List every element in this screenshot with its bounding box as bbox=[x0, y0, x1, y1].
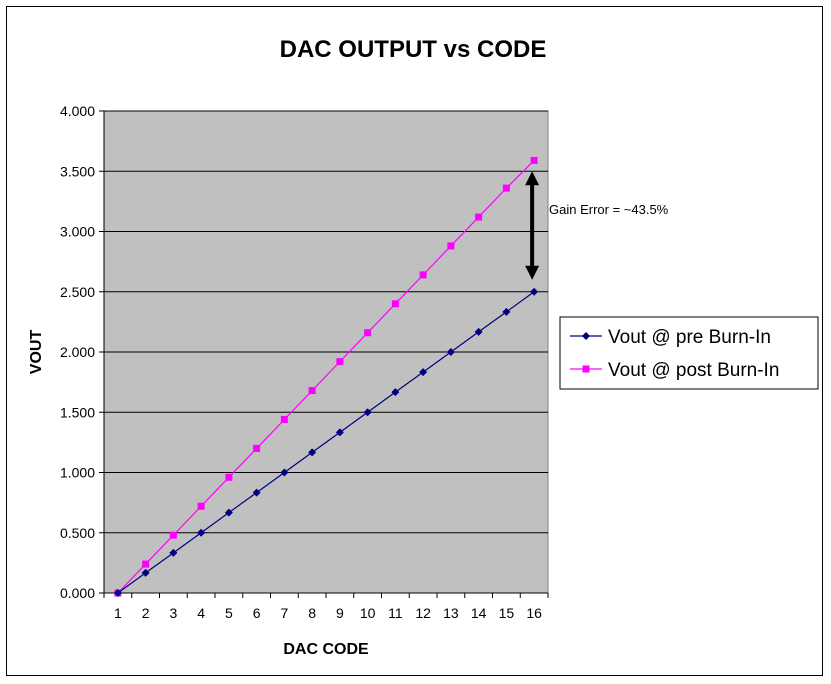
legend-marker bbox=[582, 365, 590, 373]
y-tick-label: 1.500 bbox=[60, 404, 95, 420]
x-tick-label: 2 bbox=[142, 605, 150, 621]
data-point bbox=[225, 473, 233, 481]
data-point bbox=[142, 560, 150, 568]
data-point bbox=[308, 387, 316, 395]
axes bbox=[103, 111, 548, 594]
data-point bbox=[446, 348, 455, 356]
x-tick-label: 3 bbox=[169, 605, 177, 621]
series-pre-burn-in bbox=[113, 287, 539, 597]
data-point bbox=[391, 300, 399, 308]
data-point bbox=[391, 388, 400, 397]
data-point bbox=[475, 213, 483, 221]
legend-label: Vout @ pre Burn-In bbox=[608, 327, 771, 348]
x-tick-label: 12 bbox=[415, 605, 431, 621]
y-axis-ticks: 0.000 0.500 1.000 1.500 2.000 2.500 3.000 3.500… bbox=[60, 103, 104, 601]
x-tick-label: 7 bbox=[280, 605, 288, 621]
legend-box bbox=[559, 316, 819, 390]
x-tick-label: 6 bbox=[253, 605, 261, 621]
y-tick-label: 2.500 bbox=[60, 284, 95, 300]
data-point bbox=[308, 448, 317, 457]
gain-error-arrowhead-down bbox=[525, 265, 540, 280]
data-point bbox=[197, 502, 205, 510]
data-point bbox=[447, 242, 455, 250]
data-point bbox=[141, 568, 150, 577]
annotation-layer: Gain Error = ~43.5% bbox=[525, 171, 669, 280]
x-tick-label: 11 bbox=[388, 605, 403, 621]
gridlines bbox=[104, 110, 548, 534]
x-axis-ticks: 1 2 3 4 5 6 7 8 9 10 11 12 13 14 15 16 bbox=[103, 593, 549, 621]
data-point bbox=[252, 488, 261, 497]
x-tick-label: 10 bbox=[360, 605, 376, 621]
series-layer bbox=[113, 156, 539, 597]
data-point bbox=[502, 184, 510, 192]
gain-error-arrowhead-up bbox=[525, 171, 540, 186]
x-tick-label: 15 bbox=[499, 605, 515, 621]
x-tick-label: 14 bbox=[471, 605, 487, 621]
y-axis-title: VOUT bbox=[28, 330, 45, 375]
y-tick-label: 4.000 bbox=[60, 103, 95, 119]
legend-label: Vout @ post Burn-In bbox=[608, 360, 779, 381]
data-point bbox=[280, 415, 288, 423]
y-tick-label: 2.000 bbox=[60, 344, 95, 360]
x-tick-label: 9 bbox=[336, 605, 344, 621]
data-point bbox=[197, 528, 206, 537]
data-point bbox=[224, 508, 233, 517]
y-tick-label: 0.000 bbox=[60, 585, 95, 601]
series-line bbox=[117, 159, 535, 594]
data-point bbox=[253, 444, 261, 452]
gain-error-label: Gain Error = ~43.5% bbox=[549, 202, 669, 217]
y-tick-label: 3.500 bbox=[60, 163, 95, 179]
y-tick-label: 1.000 bbox=[60, 465, 95, 481]
data-point bbox=[419, 271, 427, 279]
chart-title: DAC OUTPUT vs CODE bbox=[280, 36, 547, 63]
series-line bbox=[117, 291, 535, 594]
x-tick-label: 1 bbox=[114, 605, 122, 621]
x-tick-label: 5 bbox=[225, 605, 233, 621]
x-tick-label: 8 bbox=[308, 605, 316, 621]
data-point bbox=[336, 358, 344, 366]
data-point bbox=[530, 156, 538, 164]
legend: Vout @ pre Burn-In Vout @ post Burn-In bbox=[559, 316, 819, 390]
data-point bbox=[530, 287, 539, 296]
data-point bbox=[364, 329, 372, 337]
x-tick-label: 4 bbox=[197, 605, 205, 621]
data-point bbox=[335, 428, 344, 437]
legend-marker bbox=[582, 332, 590, 340]
data-point bbox=[113, 589, 122, 597]
x-axis-title: DAC CODE bbox=[283, 641, 369, 658]
data-point bbox=[474, 327, 483, 336]
data-point bbox=[363, 408, 372, 417]
data-point bbox=[169, 548, 178, 557]
data-point bbox=[502, 307, 511, 316]
x-tick-label: 13 bbox=[443, 605, 459, 621]
data-point bbox=[169, 531, 177, 539]
y-tick-label: 0.500 bbox=[60, 525, 95, 541]
x-tick-label: 16 bbox=[526, 605, 542, 621]
y-tick-label: 3.000 bbox=[60, 224, 95, 240]
data-point bbox=[419, 368, 428, 377]
data-point bbox=[280, 468, 289, 477]
